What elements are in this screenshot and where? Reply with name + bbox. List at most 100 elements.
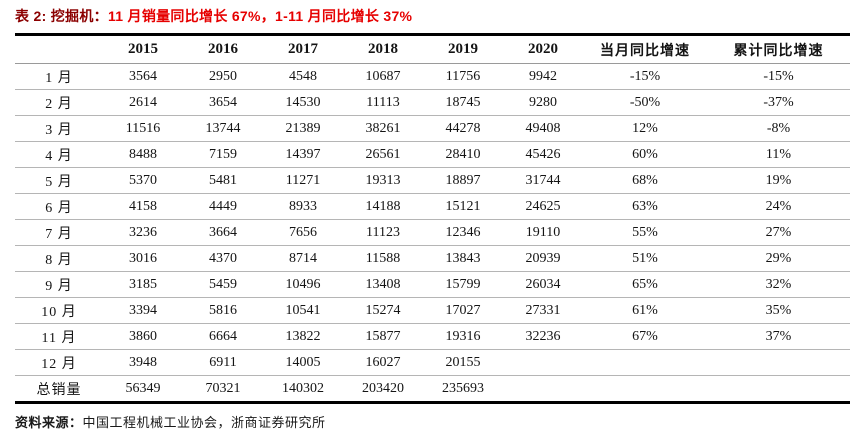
- table-cell: 18745: [423, 89, 503, 116]
- table-cell: 3948: [103, 349, 183, 376]
- table-cell: [583, 349, 707, 376]
- table-cell: 5459: [183, 271, 263, 298]
- table-cell: -37%: [707, 89, 850, 116]
- table-cell: -8%: [707, 115, 850, 142]
- table-title-prefix: 表 2: 挖掘机：: [15, 8, 108, 24]
- table-row: 1 月 3564 2950 4548 10687 11756 9942 -15% -15%: [15, 63, 850, 90]
- table-cell: 4548: [263, 63, 343, 90]
- table-cell: 27331: [503, 297, 583, 324]
- table-cell: 29%: [707, 245, 850, 272]
- row-label: 7 月: [15, 219, 103, 246]
- table-cell: 15274: [343, 297, 423, 324]
- table-cell: 24625: [503, 193, 583, 220]
- row-label: 3 月: [15, 115, 103, 142]
- table-cell: 38261: [343, 115, 423, 142]
- source-note: 资料来源：中国工程机械工业协会，浙商证券研究所: [15, 412, 865, 431]
- table-row: 8 月 3016 4370 8714 11588 13843 20939 51% 29%: [15, 245, 850, 272]
- row-label: 10 月: [15, 297, 103, 324]
- table-cell: 14005: [263, 349, 343, 376]
- table-cell: 20939: [503, 245, 583, 272]
- table-cell: 21389: [263, 115, 343, 142]
- table-cell: 3564: [103, 63, 183, 90]
- table-cell: 20155: [423, 349, 503, 376]
- table-row: 10 月 3394 5816 10541 15274 17027 27331 61% 35%: [15, 297, 850, 324]
- column-header: 2020: [503, 34, 583, 64]
- source-text: 中国工程机械工业协会，浙商证券研究所: [82, 415, 326, 430]
- table-cell: 13408: [343, 271, 423, 298]
- table-cell: 10687: [343, 63, 423, 90]
- table-cell: 65%: [583, 271, 707, 298]
- table-cell: 15799: [423, 271, 503, 298]
- table-cell: 49408: [503, 115, 583, 142]
- column-header: 2019: [423, 34, 503, 64]
- table-cell: 3654: [183, 89, 263, 116]
- table-cell: 35%: [707, 297, 850, 324]
- table-cell: 56349: [125, 380, 161, 396]
- table-cell: 19%: [707, 167, 850, 194]
- table-cell: 16027: [343, 349, 423, 376]
- table-cell: 61%: [583, 297, 707, 324]
- row-label: 总销量: [36, 382, 82, 398]
- table-cell: 26561: [343, 141, 423, 168]
- table-title: 表 2: 挖掘机：11 月销量同比增长 67%，1-11 月同比增长 37%: [15, 6, 865, 26]
- table-cell: 3664: [183, 219, 263, 246]
- table-cell: 12%: [583, 115, 707, 142]
- table-cell: 8488: [103, 141, 183, 168]
- table-cell: 19110: [503, 219, 583, 246]
- table-cell: 11516: [103, 115, 183, 142]
- row-label: 4 月: [15, 141, 103, 168]
- column-header: 2015: [103, 34, 183, 64]
- table-cell: -15%: [583, 63, 707, 90]
- table-cell: 14530: [263, 89, 343, 116]
- table-cell: 67%: [583, 323, 707, 350]
- table-cell: 12346: [423, 219, 503, 246]
- table-cell: 17027: [423, 297, 503, 324]
- column-header: 2016: [183, 34, 263, 64]
- table-cell: 9280: [503, 89, 583, 116]
- table-cell: 14188: [343, 193, 423, 220]
- table-cell: 68%: [583, 167, 707, 194]
- table-cell: 235693: [442, 380, 484, 396]
- table-cell: [583, 376, 707, 403]
- table-row: 12 月 3948 6911 14005 16027 20155: [15, 349, 850, 376]
- table-row: 9 月 3185 5459 10496 13408 15799 26034 65% 32%: [15, 271, 850, 298]
- table-cell: 5370: [103, 167, 183, 194]
- table-cell: [503, 376, 583, 403]
- row-label: 12 月: [15, 349, 103, 376]
- table-cell: 7159: [183, 141, 263, 168]
- table-cell: 15877: [343, 323, 423, 350]
- table-cell: 3394: [103, 297, 183, 324]
- table-cell: 11113: [343, 89, 423, 116]
- month-column-header: [15, 34, 103, 64]
- table-cell: [503, 349, 583, 376]
- table-cell: 51%: [583, 245, 707, 272]
- table-cell: 32236: [503, 323, 583, 350]
- column-header: 2018: [343, 34, 423, 64]
- table-cell: 63%: [583, 193, 707, 220]
- header-row: 2015 2016 2017 2018 2019 2020 当月同比增速 累计同比增速: [15, 34, 850, 64]
- table-cell: 28410: [423, 141, 503, 168]
- table-row: 4 月 8488 7159 14397 26561 28410 45426 60% 11%: [15, 141, 850, 168]
- table-cell: 6911: [183, 349, 263, 376]
- table-cell: 11%: [707, 141, 850, 168]
- row-label: 6 月: [15, 193, 103, 220]
- table-cell: 55%: [583, 219, 707, 246]
- table-row: 2 月 2614 3654 14530 11113 18745 9280 -50% -37%: [15, 89, 850, 116]
- table-cell: 45426: [503, 141, 583, 168]
- row-label: 8 月: [15, 245, 103, 272]
- table-cell: 11123: [343, 219, 423, 246]
- row-label: 11 月: [15, 323, 103, 350]
- table-cell: 32%: [707, 271, 850, 298]
- row-label: 2 月: [15, 89, 103, 116]
- table-cell: 31744: [503, 167, 583, 194]
- table-cell: 13744: [183, 115, 263, 142]
- table-cell: 3016: [103, 245, 183, 272]
- table-cell: 26034: [503, 271, 583, 298]
- table-cell: 15121: [423, 193, 503, 220]
- table-cell: 14397: [263, 141, 343, 168]
- row-label: 9 月: [15, 271, 103, 298]
- table-cell: -15%: [707, 63, 850, 90]
- table-cell: 203420: [362, 380, 404, 396]
- table-row: 6 月 4158 4449 8933 14188 15121 24625 63% 24%: [15, 193, 850, 220]
- table-title-highlight: 11 月销量同比增长 67%，1-11 月同比增长 37%: [107, 8, 413, 24]
